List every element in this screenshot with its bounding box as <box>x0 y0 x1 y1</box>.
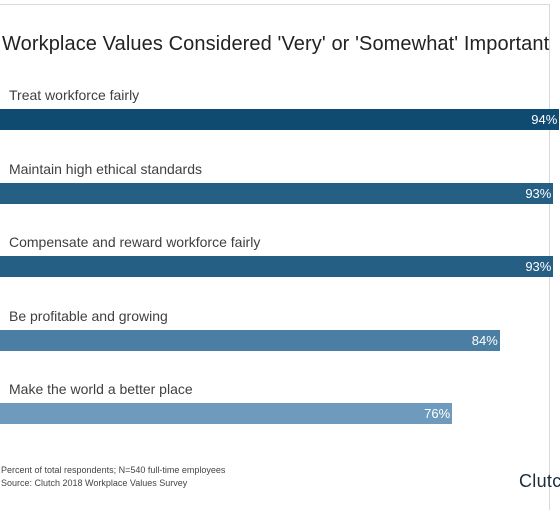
frame-top-border <box>0 4 549 5</box>
bar-value-label: 93% <box>525 186 552 201</box>
bar: 76% <box>0 403 453 424</box>
bar-category-label: Be profitable and growing <box>9 308 168 324</box>
footnote-respondents: Percent of total respondents; N=540 full… <box>1 465 226 475</box>
bar: 94% <box>0 109 560 130</box>
bar: 84% <box>0 330 500 351</box>
bar-value-label: 84% <box>471 333 498 348</box>
bar-value-label: 93% <box>525 259 552 274</box>
bar: 93% <box>0 183 554 204</box>
bar-value-label: 94% <box>531 112 558 127</box>
bar-category-label: Make the world a better place <box>9 381 193 397</box>
clutch-logo: Clutc <box>519 471 560 491</box>
bar-category-label: Maintain high ethical standards <box>9 161 203 177</box>
chart-title: Workplace Values Considered 'Very' or 'S… <box>2 33 550 55</box>
bar-category-label: Compensate and reward workforce fairly <box>9 234 261 250</box>
bar: 93% <box>0 256 554 277</box>
footnote-source: Source: Clutch 2018 Workplace Values Sur… <box>1 478 188 488</box>
bar-value-label: 76% <box>424 406 451 421</box>
bar-category-label: Treat workforce fairly <box>9 87 140 103</box>
